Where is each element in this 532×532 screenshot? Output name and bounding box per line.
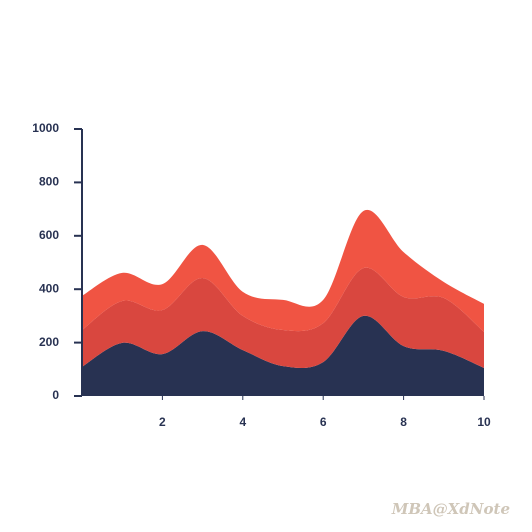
- watermark: MBA@XdNote: [391, 500, 510, 518]
- x-tick-label: 6: [320, 415, 327, 429]
- x-tick-label: 8: [400, 415, 407, 429]
- area: [82, 209, 484, 332]
- area: [82, 315, 484, 396]
- y-tick-label: 1000: [32, 121, 59, 135]
- x-tick-label: 2: [159, 415, 166, 429]
- x-tick-label: 4: [239, 415, 246, 429]
- y-tick-label: 0: [52, 388, 59, 402]
- y-tick-label: 200: [39, 335, 59, 349]
- area: [82, 267, 484, 369]
- y-tick-label: 600: [39, 228, 59, 242]
- x-tick-label: 10: [477, 415, 491, 429]
- y-tick-label: 800: [39, 175, 59, 189]
- y-tick-label: 400: [39, 281, 59, 295]
